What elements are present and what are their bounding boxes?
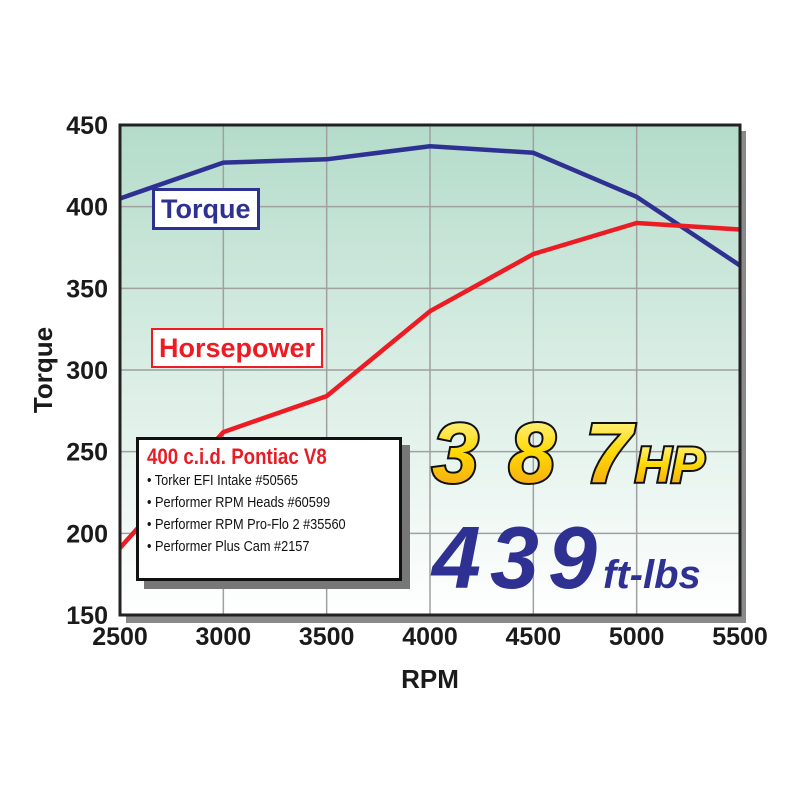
x-axis-label: RPM (401, 664, 459, 694)
hp-value: 387 (432, 406, 635, 500)
info-item: • Performer RPM Pro-Flo 2 #35560 (147, 516, 346, 533)
x-tick-label: 3000 (196, 623, 252, 651)
info-item: • Performer RPM Heads #60599 (147, 494, 331, 511)
engine-info-box: 400 c.i.d. Pontiac V8 • Torker EFI Intak… (136, 437, 402, 581)
y-axis-label: Torque (28, 327, 58, 413)
y-tick-label: 300 (66, 357, 108, 385)
x-tick-label: 3500 (299, 623, 355, 651)
torque-value: 439 (430, 508, 597, 607)
y-tick-label: 150 (66, 602, 108, 630)
x-tick-label: 2500 (92, 623, 148, 651)
hp-unit: HP (635, 437, 705, 493)
plot-border (118, 123, 742, 617)
legend-torque: Torque (152, 188, 260, 230)
info-item: • Performer Plus Cam #2157 (147, 538, 310, 555)
torque-unit: ft-lbs (603, 553, 701, 597)
x-tick-label: 5500 (712, 623, 768, 651)
y-tick-label: 400 (66, 194, 108, 222)
legend-horsepower: Horsepower (151, 328, 324, 368)
y-tick-label: 450 (66, 112, 108, 140)
engine-title: 400 c.i.d. Pontiac V8 (147, 444, 327, 469)
y-tick-label: 250 (66, 439, 108, 467)
y-tick-label: 200 (66, 520, 108, 548)
x-tick-label: 4000 (402, 623, 458, 651)
x-tick-label: 5000 (609, 623, 665, 651)
y-tick-label: 350 (66, 275, 108, 303)
info-item: • Torker EFI Intake #50565 (147, 472, 298, 489)
x-tick-label: 4500 (506, 623, 562, 651)
